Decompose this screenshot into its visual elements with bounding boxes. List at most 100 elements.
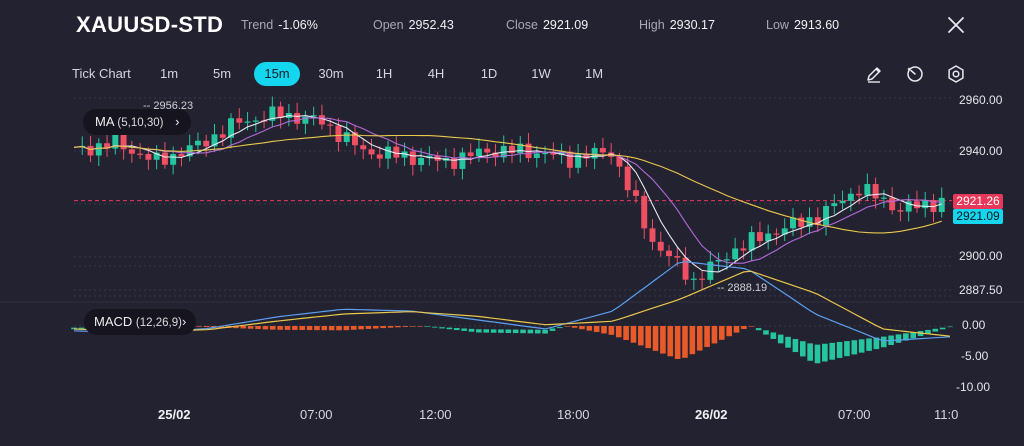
candle-body — [889, 197, 896, 211]
tab-15m[interactable]: 15m — [254, 62, 300, 86]
candle-body — [608, 152, 615, 157]
open-stat: Open 2952.43 — [373, 18, 454, 32]
macd-histogram-bar — [306, 326, 313, 331]
candle-body — [385, 146, 392, 159]
candle-body — [442, 157, 449, 161]
candle-body — [459, 152, 466, 169]
candle-body — [756, 232, 763, 242]
macd-histogram-bar — [733, 326, 740, 333]
low-stat: Low 2913.60 — [766, 18, 839, 32]
macd-histogram-bar — [380, 326, 386, 329]
macd-label: MACD — [94, 314, 133, 329]
tab-tick-chart[interactable]: Tick Chart — [72, 66, 131, 81]
macd-histogram-bar — [439, 327, 445, 329]
macd-histogram-bar — [476, 329, 482, 333]
tab-30m[interactable]: 30m — [318, 66, 344, 81]
tab-5m[interactable]: 5m — [212, 66, 232, 81]
macd-histogram-bar — [314, 326, 320, 331]
macd-histogram-bar — [395, 326, 401, 328]
macd-histogram-bar — [534, 329, 541, 334]
candle-body — [823, 206, 830, 226]
macd-histogram-bar — [336, 326, 342, 331]
tab-1w[interactable]: 1W — [531, 66, 551, 81]
candle-body — [467, 152, 474, 156]
macd-histogram-bar — [453, 328, 460, 331]
macd-histogram-bar — [402, 326, 409, 327]
macd-histogram-bar — [748, 326, 755, 327]
candle-body — [583, 154, 590, 159]
candle-body — [856, 193, 863, 196]
timer-icon[interactable] — [905, 64, 925, 84]
macd-histogram-bar — [586, 326, 593, 331]
macd-histogram-bar — [468, 328, 475, 332]
candle-body — [302, 116, 309, 124]
tab-1h[interactable]: 1H — [375, 66, 393, 81]
macd-histogram-bar — [262, 326, 269, 330]
candle-body — [616, 156, 623, 167]
macd-histogram-bar — [255, 326, 261, 330]
candle-body — [203, 140, 210, 147]
candle-body — [814, 217, 821, 226]
macd-histogram-bar — [770, 332, 777, 339]
macd-histogram-bar — [490, 329, 497, 333]
macd-histogram-bar — [674, 326, 681, 359]
macd-histogram-bar — [903, 333, 909, 341]
bid-price-tag: 2921.26 — [953, 194, 1003, 209]
macd-histogram-bar — [211, 326, 217, 328]
candle-body — [624, 166, 631, 191]
pencil-icon[interactable] — [864, 64, 884, 84]
macd-histogram-bar — [321, 326, 328, 331]
candle-body — [451, 157, 458, 169]
macd-histogram-bar — [888, 335, 894, 346]
macd-tick: 0.00 — [962, 318, 986, 332]
time-label: 07:00 — [838, 407, 871, 422]
candle-body — [128, 149, 135, 154]
close-label: Close — [506, 18, 538, 32]
candle-body — [591, 147, 598, 159]
macd-histogram-bar — [711, 326, 718, 344]
macd-histogram-bar — [807, 343, 813, 361]
tab-1m[interactable]: 1m — [159, 66, 179, 81]
macd-histogram-bar — [277, 326, 283, 330]
macd-histogram-bar — [939, 327, 946, 330]
tab-1d[interactable]: 1D — [480, 66, 498, 81]
settings-icon[interactable] — [946, 64, 966, 84]
candle-body — [376, 154, 383, 159]
macd-histogram-bar — [78, 327, 85, 330]
candle-body — [327, 124, 334, 126]
candle-body — [310, 115, 317, 117]
macd-histogram-bar — [527, 329, 534, 334]
macd-histogram-bar — [505, 329, 512, 333]
candle-body — [211, 134, 218, 147]
macd-histogram-bar — [667, 326, 674, 357]
tab-4h[interactable]: 4H — [427, 66, 445, 81]
candle-body — [740, 248, 747, 251]
candle-body — [748, 232, 755, 251]
low-label: Low — [766, 18, 789, 32]
macd-histogram-bar — [424, 326, 431, 327]
macd-histogram-bar — [233, 326, 239, 329]
symbol-title: XAUUSD-STD — [76, 12, 224, 37]
ma-indicator-pill[interactable]: MA (5,10,30) › — [83, 109, 192, 135]
close-icon[interactable] — [946, 15, 966, 35]
candle-body — [492, 152, 499, 158]
macd-histogram-bar — [777, 334, 784, 344]
macd-histogram-bar — [851, 340, 858, 355]
candle-body — [475, 148, 482, 156]
candle-body — [707, 261, 714, 280]
macd-histogram-bar — [704, 326, 710, 348]
tab-1m-month[interactable]: 1M — [584, 66, 604, 81]
high-value: 2930.17 — [669, 18, 715, 32]
candle-body — [145, 154, 152, 160]
candle-body — [657, 241, 664, 251]
low-marker-label: -- 2888.19 — [717, 282, 768, 294]
macd-histogram-bar — [866, 338, 872, 351]
macd-histogram-bar — [601, 326, 607, 334]
candle-body — [831, 203, 838, 207]
candle-body — [178, 154, 185, 157]
candle-body — [525, 143, 532, 159]
macd-histogram-bar — [822, 343, 828, 362]
candle-body — [269, 106, 276, 121]
macd-indicator-pill[interactable]: MACD (12,26,9)› — [84, 309, 197, 335]
candle-body — [632, 190, 639, 196]
